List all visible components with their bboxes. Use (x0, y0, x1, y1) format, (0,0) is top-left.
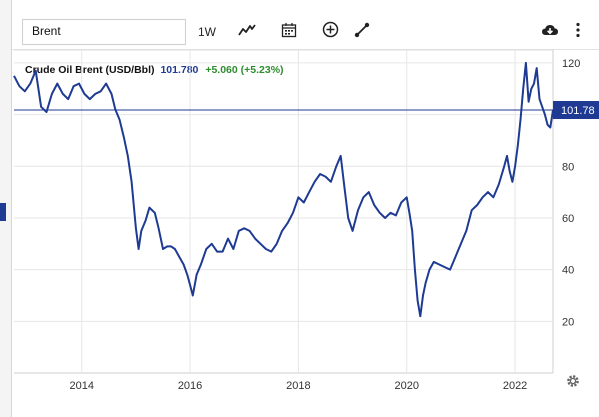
calendar-icon (281, 22, 297, 43)
y-tick-label: 40 (562, 265, 574, 277)
add-indicator-button[interactable] (317, 20, 343, 44)
chart-type-button[interactable] (234, 20, 260, 44)
more-options-button[interactable] (570, 20, 586, 44)
last-price-tag (553, 101, 599, 120)
download-button[interactable] (538, 20, 562, 44)
legend-last-price: 101.780 (160, 64, 199, 76)
side-marker (0, 203, 6, 221)
x-tick-label: 2016 (178, 380, 202, 392)
interval-button[interactable]: 1W (192, 20, 222, 44)
symbol-search-input[interactable]: Brent (22, 19, 186, 45)
page-edge (0, 0, 12, 417)
line-chart-icon (238, 23, 256, 42)
y-tick-label: 60 (562, 213, 574, 225)
y-tick-label: 20 (562, 316, 574, 328)
date-range-button[interactable] (276, 20, 302, 44)
last-price-tag-label: 101.78 (561, 105, 595, 117)
price-line-series (13, 61, 554, 318)
draw-tool-icon (354, 22, 370, 43)
drawing-tool-button[interactable] (349, 20, 375, 44)
y-tick-label: 120 (562, 58, 580, 70)
more-vertical-icon (576, 22, 580, 43)
x-tick-label: 2018 (286, 380, 310, 392)
cloud-download-icon (541, 23, 559, 42)
chart-settings-button[interactable] (566, 374, 580, 393)
legend-symbol-name: Crude Oil Brent (USD/Bbl) (25, 64, 155, 76)
gear-icon (566, 375, 580, 392)
x-tick-label: 2014 (69, 380, 93, 392)
interval-label: 1W (198, 25, 216, 39)
y-tick-label: 80 (562, 161, 574, 173)
add-circle-icon (322, 21, 339, 43)
chart-legend: Crude Oil Brent (USD/Bbl) 101.780 +5.060… (25, 64, 284, 76)
x-tick-label: 2022 (503, 380, 527, 392)
legend-change: +5.060 (+5.23%) (205, 64, 284, 76)
x-tick-label: 2020 (394, 380, 418, 392)
